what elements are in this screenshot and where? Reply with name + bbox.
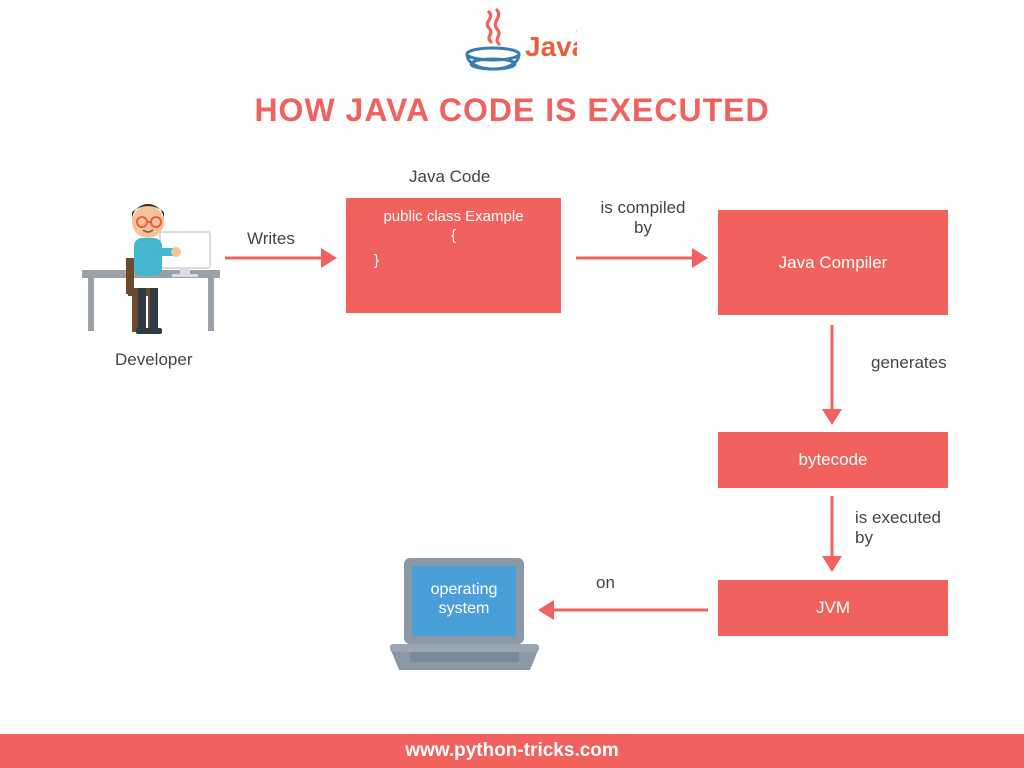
developer-illustration [82,188,227,343]
writes-label: Writes [247,229,295,249]
java-logo-text: Java [525,31,577,62]
code-line-3: } [374,252,379,269]
svg-text:™: ™ [575,29,577,38]
code-line-1: public class Example [383,208,523,225]
arrow-generates [822,325,842,425]
page-title: HOW JAVA CODE IS EXECUTED [0,92,1024,129]
arrow-writes [225,248,337,268]
footer-bar: www.python-tricks.com [0,734,1024,768]
generates-label: generates [871,353,947,373]
os-line2: system [439,600,490,617]
java-code-label: Java Code [409,167,490,187]
jvm-box: JVM [718,580,948,636]
arrow-on [538,600,708,620]
footer-text: www.python-tricks.com [405,740,619,762]
arrow-compiled [576,248,708,268]
executed-label: is executed by [855,508,975,548]
bytecode-box: bytecode [718,432,948,488]
code-line-2: { [451,227,456,244]
on-label: on [596,573,615,593]
jvm-text: JVM [816,598,850,618]
compiler-text: Java Compiler [779,253,888,273]
code-box: public class Example { } [346,198,561,313]
arrow-executed [822,496,842,572]
bytecode-text: bytecode [799,450,868,470]
compiled-label: is compiled by [593,198,693,238]
java-logo: Java ™ [0,8,1024,91]
developer-label: Developer [115,350,193,370]
os-screen-label: operating system [412,580,516,618]
os-line1: operating [431,581,498,598]
compiler-box: Java Compiler [718,210,948,315]
